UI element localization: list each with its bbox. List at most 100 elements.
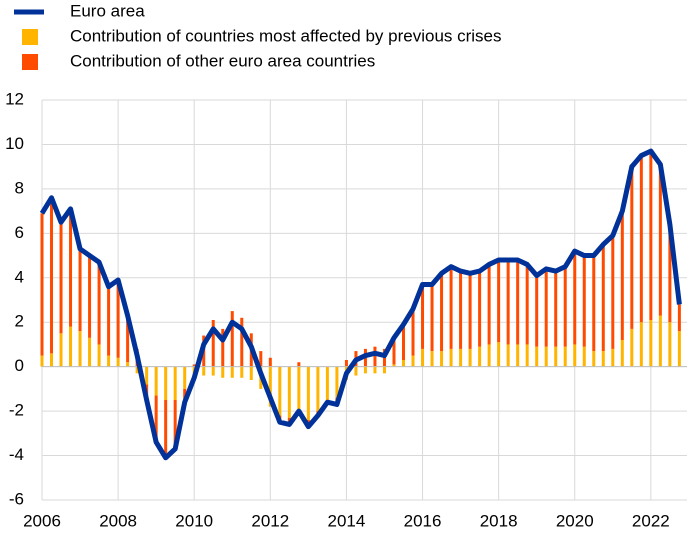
bar [430, 351, 434, 367]
bar [497, 260, 501, 343]
bar [497, 342, 501, 367]
bar [544, 268, 548, 347]
bar [97, 262, 101, 345]
bar [221, 328, 225, 367]
legend-swatch [22, 54, 38, 70]
bar [88, 255, 92, 338]
bar [402, 360, 406, 367]
bar [506, 260, 510, 345]
x-tick-label: 2012 [251, 511, 289, 530]
bar [658, 164, 662, 316]
bar [611, 348, 615, 367]
bar [363, 366, 367, 374]
bar [97, 344, 101, 367]
bar [592, 351, 596, 367]
bar [554, 346, 558, 367]
bar [449, 348, 453, 367]
bar [630, 328, 634, 367]
bar [164, 366, 168, 400]
x-tick-label: 2016 [404, 511, 442, 530]
bar [249, 366, 253, 380]
bar [297, 362, 301, 367]
bar [344, 360, 348, 367]
x-tick-label: 2008 [99, 511, 137, 530]
bar [373, 366, 377, 374]
bar [525, 344, 529, 367]
bar [78, 248, 82, 332]
legend-label: Contribution of countries most affected … [70, 26, 502, 45]
bar [126, 315, 130, 363]
x-tick-label: 2018 [480, 511, 518, 530]
bar [506, 344, 510, 367]
bar [69, 208, 73, 327]
bar [192, 364, 196, 367]
bar [487, 264, 491, 345]
bar [573, 251, 577, 345]
bar [677, 304, 681, 332]
bar [639, 322, 643, 367]
bar [116, 357, 120, 367]
bar [535, 346, 539, 367]
bar [516, 344, 520, 367]
bar [592, 255, 596, 352]
bar [107, 355, 111, 367]
bar [316, 366, 320, 412]
bar [516, 260, 520, 345]
bar [421, 348, 425, 367]
bar [211, 366, 215, 376]
bar [563, 346, 567, 367]
bar [478, 346, 482, 367]
y-tick-label: 8 [15, 178, 24, 197]
bar [240, 317, 244, 367]
bar [335, 366, 339, 398]
bar [78, 331, 82, 367]
y-tick-label: 12 [5, 89, 24, 108]
bar [278, 366, 282, 416]
bar [40, 213, 44, 356]
bar [59, 222, 63, 334]
bar [59, 333, 63, 367]
bar [211, 320, 215, 367]
bar [449, 266, 453, 349]
bar [440, 351, 444, 367]
x-tick-label: 2020 [556, 511, 594, 530]
bar [639, 155, 643, 323]
bar [525, 264, 529, 345]
bar [164, 400, 168, 458]
bar [145, 366, 149, 385]
bar [478, 271, 482, 347]
bar [382, 366, 386, 374]
y-tick-label: 0 [15, 356, 24, 375]
bar [649, 151, 653, 320]
bar [40, 355, 44, 367]
bar [582, 255, 586, 347]
bar [554, 271, 558, 347]
bar [373, 346, 377, 367]
bar [173, 400, 177, 449]
bar [392, 337, 396, 365]
y-tick-label: -6 [9, 489, 24, 508]
y-tick-label: -4 [9, 445, 24, 464]
bar [468, 273, 472, 349]
bar [268, 366, 272, 407]
bar [154, 395, 158, 443]
bar [459, 271, 463, 349]
bar [69, 326, 73, 367]
bar [601, 244, 605, 352]
bar [649, 320, 653, 367]
bar [354, 366, 358, 376]
x-tick-label: 2006 [23, 511, 61, 530]
bar [563, 266, 567, 347]
line [39, 148, 682, 461]
y-tick-label: 6 [15, 223, 24, 242]
bar [668, 322, 672, 367]
bar [325, 366, 329, 403]
x-tick-label: 2014 [328, 511, 366, 530]
bar [668, 224, 672, 323]
bar [88, 337, 92, 367]
bar [630, 166, 634, 329]
bar [677, 331, 681, 367]
bar [240, 366, 244, 378]
bar [202, 366, 206, 376]
